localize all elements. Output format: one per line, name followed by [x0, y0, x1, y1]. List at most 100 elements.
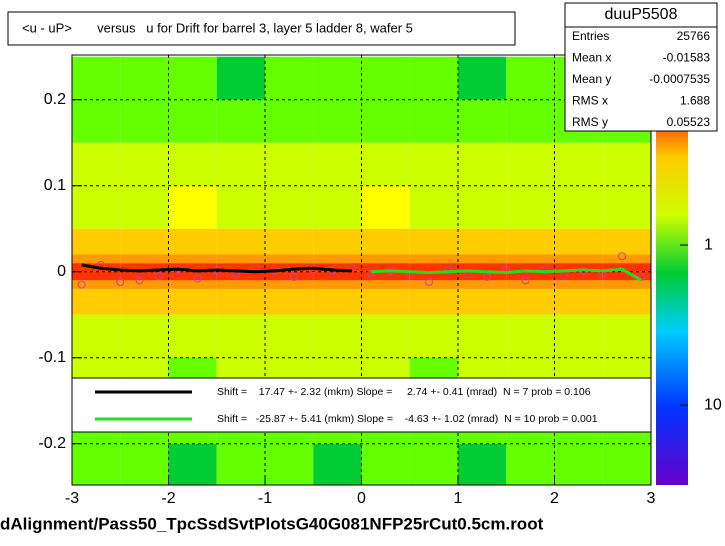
heatmap-cell	[602, 254, 651, 264]
x-tick-label: -2	[161, 490, 175, 507]
series-line	[81, 263, 352, 274]
heatmap-cell	[265, 142, 314, 186]
heatmap-cell	[409, 288, 458, 315]
heatmap-cell	[602, 263, 651, 272]
heatmap-cell	[216, 56, 265, 100]
heatmap-cell	[458, 56, 507, 100]
heatmap-cell	[409, 254, 458, 264]
heatmap-cell	[602, 271, 651, 281]
heatmap-cell	[120, 443, 169, 485]
y-tick-label: -0.1	[38, 349, 66, 366]
heatmap-cell	[409, 280, 458, 289]
heatmap-cell	[602, 185, 651, 229]
profile-point	[618, 252, 627, 261]
heatmap-cell	[458, 443, 507, 485]
profile-point	[521, 276, 530, 285]
profile-point	[425, 278, 434, 287]
heatmap-cell	[72, 280, 121, 289]
heatmap-cell	[554, 280, 603, 289]
heatmap-cell	[72, 288, 121, 315]
heatmap-cell	[313, 99, 362, 143]
heatmap-cell	[120, 254, 169, 264]
heatmap-cell	[168, 142, 217, 186]
heatmap-cell	[72, 314, 121, 358]
color-bar	[656, 100, 688, 485]
heatmap-cell	[216, 99, 265, 143]
profile-point	[193, 274, 202, 283]
heatmap-cell	[216, 254, 265, 264]
heatmap-cell	[458, 185, 507, 229]
heatmap-cell	[120, 56, 169, 100]
heatmap-cell	[506, 271, 555, 281]
heatmap-cell	[409, 314, 458, 358]
heatmap-cell	[602, 280, 651, 289]
heatmap-cell	[458, 263, 507, 272]
heatmap-cell	[409, 185, 458, 229]
heatmap-cell	[506, 185, 555, 229]
heatmap-cell	[216, 263, 265, 272]
heatmap-cell	[265, 263, 314, 272]
series-line	[371, 267, 643, 282]
heatmap-cell	[216, 280, 265, 289]
y-tick-label: 0.2	[44, 91, 66, 108]
heatmap-cell	[72, 185, 121, 229]
heatmap-cell	[120, 185, 169, 229]
heatmap-cell	[313, 254, 362, 264]
heatmap-cell	[361, 56, 410, 100]
legend-box	[71, 377, 652, 433]
heatmap-cell	[216, 288, 265, 315]
heatmap-cell	[554, 142, 603, 186]
heatmap-cell	[168, 99, 217, 143]
y-tick-label: 0	[57, 263, 66, 280]
heatmap-cell	[554, 443, 603, 485]
heatmap-cell	[506, 288, 555, 315]
heatmap-cell	[313, 443, 362, 485]
stats-value: -0.01583	[663, 51, 711, 65]
x-tick-label: -3	[65, 490, 79, 507]
stats-value: 0.05523	[667, 115, 711, 129]
profile-point	[154, 272, 163, 281]
profile-point	[135, 276, 144, 285]
heatmap-cell	[554, 288, 603, 315]
heatmap-cell	[458, 314, 507, 358]
heatmap-cell	[361, 280, 410, 289]
heatmap-cell	[168, 271, 217, 281]
heatmap-cell	[168, 288, 217, 315]
heatmap-cell	[361, 271, 410, 281]
y-tick-label: 0.1	[44, 177, 66, 194]
heatmap-cell	[554, 185, 603, 229]
x-tick-label: 2	[550, 490, 559, 507]
heatmap-cell	[216, 443, 265, 485]
heatmap-cell	[216, 271, 265, 281]
heatmap-cell	[409, 263, 458, 272]
x-tick-label: 0	[357, 490, 366, 507]
heatmap-cell	[265, 99, 314, 143]
heatmap-cell	[361, 185, 410, 229]
heatmap-cell	[313, 288, 362, 315]
heatmap-cell	[168, 56, 217, 100]
heatmap-cell	[506, 142, 555, 186]
heatmap-cell	[361, 314, 410, 358]
heatmap-cell	[265, 271, 314, 281]
heatmap-cell	[72, 254, 121, 264]
heatmap-cell	[458, 228, 507, 255]
heatmap-cell	[168, 185, 217, 229]
heatmap-cell	[313, 263, 362, 272]
heatmap-cell	[554, 263, 603, 272]
heatmap-cell	[458, 288, 507, 315]
stats-value: -0.0007535	[649, 72, 710, 86]
heatmap-cell	[602, 314, 651, 358]
heatmap-cell	[361, 263, 410, 272]
heatmap-cell	[72, 99, 121, 143]
heatmap-cell	[409, 271, 458, 281]
heatmap-cell	[265, 314, 314, 358]
heatmap-cell	[120, 99, 169, 143]
heatmap-cell	[265, 228, 314, 255]
heatmap-cell	[554, 228, 603, 255]
chart-title: <u - uP> versus u for Drift for barrel 3…	[22, 20, 413, 35]
heatmap-cell	[313, 185, 362, 229]
heatmap-cell	[409, 142, 458, 186]
heatmap-cell	[506, 99, 555, 143]
heatmap-cell	[458, 99, 507, 143]
